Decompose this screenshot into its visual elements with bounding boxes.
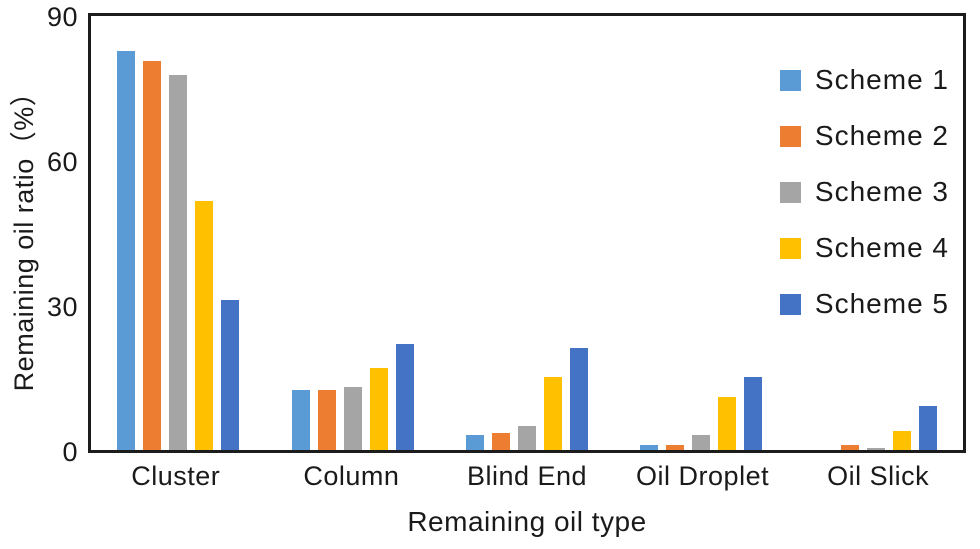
bar-scheme-3-column [343, 387, 362, 450]
bar-group-cluster [91, 16, 265, 450]
x-axis-tick-labels: Cluster Column Blind End Oil Droplet Oil Sli… [88, 461, 966, 492]
legend-label: Scheme 2 [814, 120, 949, 151]
y-tick-label-0: 0 [62, 437, 78, 467]
x-axis-title: Remaining oil type [407, 506, 647, 537]
y-tick-label-60: 60 [46, 147, 78, 177]
bar-group-blind-end [440, 16, 614, 450]
bar-scheme-4-column [369, 368, 388, 450]
legend-item-scheme-4: Scheme 4 [779, 220, 949, 276]
bar-scheme-3-cluster [169, 75, 188, 450]
bar-scheme-2-oil-slick [840, 445, 859, 450]
bar-scheme-1-oil-droplet [640, 445, 659, 450]
bar-scheme-2-oil-droplet [666, 445, 685, 450]
bar-group-column [265, 16, 439, 450]
bar-scheme-1-cluster [117, 51, 136, 450]
plot-area: Scheme 1 Scheme 2 Scheme 3 Scheme 4 Scheme 5 [88, 13, 966, 453]
x-tick-label-oil-slick: Oil Slick [827, 461, 930, 491]
bar-scheme-4-oil-droplet [718, 397, 737, 450]
bar-scheme-3-oil-droplet [692, 435, 711, 450]
legend-item-scheme-5: Scheme 5 [779, 276, 949, 332]
bar-groups [91, 16, 963, 450]
legend-swatch-icon [779, 237, 801, 259]
x-tick-label-column: Column [303, 461, 400, 491]
x-tick-label-cluster: Cluster [131, 461, 221, 491]
legend-label: Scheme 4 [814, 232, 949, 263]
x-tick-label-oil-droplet: Oil Droplet [636, 461, 770, 491]
bar-scheme-4-cluster [195, 201, 214, 450]
bar-scheme-3-oil-slick [866, 448, 885, 450]
legend-swatch-icon [779, 181, 801, 203]
legend-label: Scheme 5 [814, 288, 949, 319]
bar-scheme-1-blind-end [466, 435, 485, 450]
legend-swatch-icon [779, 69, 801, 91]
bar-scheme-5-blind-end [570, 348, 589, 450]
bar-scheme-4-blind-end [544, 377, 563, 450]
bar-scheme-5-cluster [221, 300, 240, 450]
legend-item-scheme-2: Scheme 2 [779, 108, 949, 164]
legend-label: Scheme 3 [814, 176, 949, 207]
legend-swatch-icon [779, 125, 801, 147]
bar-scheme-2-cluster [143, 61, 162, 450]
legend-item-scheme-1: Scheme 1 [779, 52, 949, 108]
bar-scheme-1-column [291, 390, 310, 450]
bar-scheme-2-column [317, 390, 336, 450]
bar-group-oil-slick [789, 16, 963, 450]
bar-scheme-5-oil-droplet [744, 377, 763, 450]
x-tick-label-blind-end: Blind End [466, 461, 588, 491]
legend-swatch-icon [779, 293, 801, 315]
y-tick-label-90: 90 [46, 2, 78, 32]
legend-label: Scheme 1 [814, 64, 949, 95]
y-axis-title: Remaining oil ratio（%） [9, 78, 39, 392]
chart-legend: Scheme 1 Scheme 2 Scheme 3 Scheme 4 Scheme 5 [779, 52, 949, 332]
bar-scheme-3-blind-end [518, 426, 537, 450]
bar-scheme-4-oil-slick [892, 431, 911, 450]
bar-scheme-5-oil-slick [918, 406, 937, 450]
y-tick-label-30: 30 [46, 292, 78, 322]
bar-group-oil-droplet [614, 16, 788, 450]
bar-scheme-2-blind-end [492, 433, 511, 450]
bar-scheme-5-column [395, 344, 414, 450]
legend-item-scheme-3: Scheme 3 [779, 164, 949, 220]
